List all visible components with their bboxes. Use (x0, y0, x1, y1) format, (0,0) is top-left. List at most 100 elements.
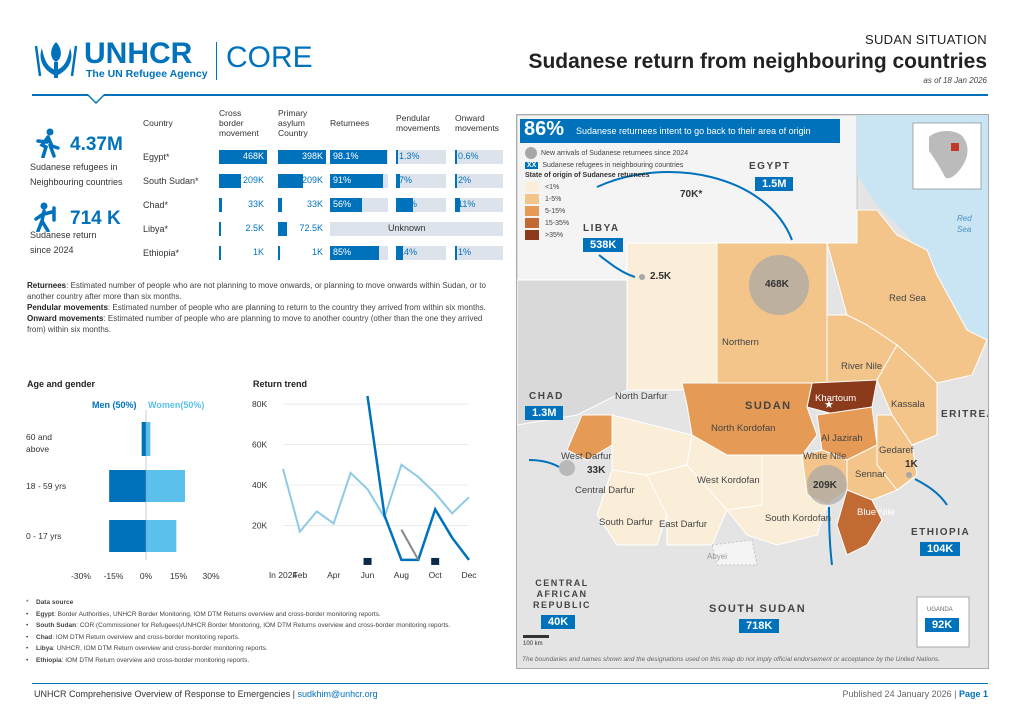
label-egypt: EGYPT (749, 161, 791, 172)
state-label: North Kordofan (711, 423, 776, 434)
source-item: • Libya: UNHCR, IOM DTM Return overview a… (26, 645, 268, 652)
legend-class-label: 1-5% (545, 195, 562, 203)
badge-uganda: 92K (925, 618, 960, 632)
women-legend: Women(50%) (148, 400, 205, 410)
legend-class: <1% (525, 181, 745, 193)
libya-returns-circle (639, 274, 645, 280)
trend-series-line (282, 463, 470, 534)
footer-page: Page 1 (958, 689, 988, 699)
page-title: Sudanese return from neighbouring countr… (528, 50, 987, 73)
state-label: Central Darfur (575, 485, 635, 496)
age-gender-pyramid: 60 and above 18 - 59 yrs 0 - 17 yrs -30% -15%… (26, 410, 220, 581)
trend-xtick: Oct (429, 570, 443, 580)
legend-class: >35% (525, 229, 745, 241)
legend-swatch (525, 218, 539, 228)
asylum-value: 398K (301, 151, 323, 161)
badge-car: 40K (541, 615, 576, 629)
cross-value: 209K (242, 175, 264, 185)
footer-left: UNHCR Comprehensive Overview of Response… (34, 689, 378, 699)
cross-cell: 209K (219, 174, 267, 188)
legend-circle-icon (525, 147, 537, 159)
legend-swatch (525, 182, 539, 192)
sudan-map: ★ 86% Sudanese returnees intent to go ba… (516, 114, 989, 669)
trend-xtick: Aug (394, 570, 409, 580)
age-group-label: 60 and (26, 432, 52, 442)
asylum-value: 33K (306, 199, 323, 209)
trend-xtick: Apr (327, 570, 340, 580)
source-item: • Chad: IOM DTM Return overview and cross… (26, 633, 240, 641)
cross-cell: 2.5K (219, 222, 267, 236)
ethiopia-returns-circle (906, 472, 912, 478)
kpi-refugees-label: Sudanese refugees in Neighbouring countri… (30, 162, 123, 187)
state-blue-nile (836, 489, 883, 556)
egypt-returns-circle (749, 255, 809, 315)
kpi-returnees-label: Sudanese return since 2024 (30, 230, 97, 255)
age-gender-title: Age and gender (27, 379, 96, 389)
age-group-label: 0 - 17 yrs (26, 531, 61, 541)
state-label: West Darfur (561, 451, 612, 462)
trend-xtick: Feb (293, 570, 308, 580)
col-country: Country (143, 118, 173, 128)
unhcr-emblem-icon (34, 42, 78, 78)
state-north-darfur (626, 242, 718, 391)
table-row: Ethiopia* 1K 1K 85% 14% 1% (143, 242, 509, 266)
legend-class: 1-5% (525, 193, 745, 205)
def-returnees: Returnees: Estimated number of people wh… (27, 281, 486, 301)
state-label: Red Sea (889, 293, 926, 304)
logo-core: CORE (226, 41, 313, 74)
logo-wordmark: UNHCR (84, 37, 193, 70)
cross-cell: 1K (219, 246, 267, 260)
pend-cell: 1.3% (396, 150, 446, 164)
trend-series-line (366, 395, 470, 562)
label-chad: CHAD (529, 391, 564, 402)
state-label: South Darfur (599, 517, 653, 528)
ret-cell: 98.1% (330, 150, 388, 164)
col-cross-border: Cross border movement (219, 108, 259, 138)
sudan-highlight (951, 143, 959, 151)
map-legend: New arrivals of Sudanese returnees since… (525, 147, 745, 241)
onw-cell: 11% (455, 198, 503, 212)
africa-shape (929, 131, 968, 179)
situation-label: SUDAN SITUATION (865, 32, 987, 47)
men-bar (141, 422, 146, 456)
legend-class-label: <1% (545, 183, 560, 191)
footer-email-link[interactable]: sudkhim@unhcr.org (297, 689, 378, 699)
ret-value: 98.1% (333, 151, 359, 161)
country-name: South Sudan* (143, 176, 199, 186)
ret-cell: 85% (330, 246, 388, 260)
country-name: Egypt* (143, 152, 170, 162)
label-ethiopia: ETHIOPIA (911, 527, 971, 538)
logo-divider (216, 42, 217, 80)
egypt-flow-arrow (596, 171, 793, 241)
women-bar (146, 470, 185, 502)
legend-swatch (525, 230, 539, 240)
state-south-kordofan (726, 454, 828, 546)
pyramid-tick: -15% (104, 571, 124, 581)
onw-cell: 2% (455, 174, 503, 188)
trend-series-line (400, 529, 420, 561)
egypt-circle-value: 468K (765, 279, 789, 290)
state-label: Blue Nile (857, 507, 896, 518)
state-label: Kassala (891, 399, 925, 410)
men-legend: Men (50%) (92, 400, 137, 410)
onw-cell: 1% (455, 246, 503, 260)
return-trend-title: Return trend (253, 379, 307, 389)
pend-cell: 7% (396, 174, 446, 188)
onw-value: 11% (458, 199, 476, 209)
flow-ethiopia: 1K (905, 459, 918, 470)
badge-ethiopia: 104K (920, 542, 961, 556)
legend-refugees: Sudanese refugees in neighbouring countr… (542, 162, 684, 169)
headline-text: Sudanese returnees intent to go back to … (576, 126, 811, 136)
unknown-value: Unknown (388, 223, 426, 233)
state-west-darfur (566, 414, 613, 461)
pyramid-tick: 15% (170, 571, 187, 581)
label-red-sea-water: Red Sea (957, 214, 972, 234)
ret-value: 56% (333, 199, 352, 209)
col-asylum: Primary asylum Country (278, 108, 308, 138)
legend-state-title: State of origin of Sudanese returnees (525, 172, 650, 179)
pend-value: 33% (399, 199, 418, 209)
label-eritrea: ERITREA (941, 409, 988, 420)
pyramid-tick: 30% (202, 571, 219, 581)
label-libya: LIBYA (583, 223, 620, 234)
pend-value: 14% (399, 247, 418, 257)
